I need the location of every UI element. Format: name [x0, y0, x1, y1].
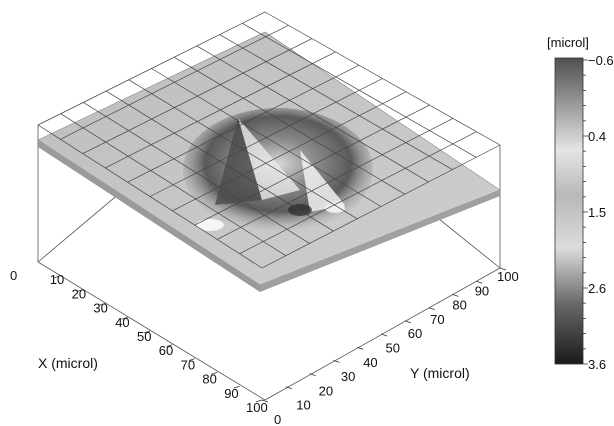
y-tick-mark — [499, 267, 507, 271]
y-axis-ticks: 0 10 20 30 40 50 60 70 80 90 100 — [261, 267, 519, 426]
x-tick-mark — [54, 275, 61, 279]
x-tick-label: 20 — [72, 286, 86, 301]
x-tick-mark — [121, 316, 128, 320]
y-tick-mark — [428, 307, 435, 310]
y-tick-mark — [452, 294, 459, 297]
mesh-grid — [37, 11, 501, 269]
x-axis-ticks: 10 20 30 40 50 60 70 80 90 100 — [50, 272, 268, 415]
y-tick-label: 50 — [386, 341, 400, 356]
y-axis-label: Y (microl) — [410, 365, 470, 381]
mesh-line-b — [261, 144, 501, 269]
surface — [37, 31, 501, 292]
mesh-line-b — [217, 118, 454, 240]
x-tick-label: 80 — [202, 372, 216, 387]
y-tick-label: 40 — [363, 355, 377, 370]
colorbar-ticks: −0.6 0.4 1.5 2.6 3.6 — [583, 53, 614, 372]
mesh-line-a — [219, 34, 453, 170]
mesh-line-a — [196, 45, 429, 183]
y-tick-mark — [380, 333, 388, 337]
x-tick-label: 60 — [159, 343, 173, 358]
colorbar-tick-label: −0.6 — [588, 53, 614, 68]
y-tick-mark — [285, 386, 292, 390]
y-tick-label: 10 — [296, 398, 310, 413]
mesh-line-b — [239, 131, 477, 255]
colorbar-tick-label: 0.4 — [588, 129, 606, 144]
x-tick-mark — [76, 289, 83, 292]
x-axis-label: X (microl) — [38, 355, 98, 371]
x-tick-mark — [255, 399, 263, 403]
x-tick-mark — [211, 372, 218, 375]
corner-zero-label: 0 — [10, 268, 17, 283]
x-tick-mark — [143, 330, 151, 334]
x-tick-label: 10 — [50, 272, 64, 287]
mesh-line-b — [149, 78, 383, 197]
y-tick-mark — [309, 373, 316, 376]
x-tick-label: 100 — [246, 400, 268, 415]
x-tick-label: 90 — [224, 386, 238, 401]
y-tick-label: 20 — [319, 383, 333, 398]
y-tick-label: 0 — [274, 412, 281, 426]
mesh-line-a — [174, 56, 405, 195]
x-tick-mark — [99, 303, 106, 306]
y-tick-mark — [404, 320, 411, 324]
colorbar-tick-label: 2.6 — [588, 281, 606, 296]
colorbar: [microl] −0.6 0.4 1.5 2.6 3.6 — [547, 35, 614, 372]
x-tick-mark — [188, 358, 195, 361]
x-tick-label: 70 — [181, 357, 195, 372]
colorbar-tick-label: 1.5 — [588, 205, 606, 220]
y-tick-label: 100 — [497, 269, 519, 284]
x-tick-mark — [233, 385, 240, 389]
mesh-line-b — [194, 104, 430, 226]
x-tick-mark — [166, 344, 173, 348]
colorbar-tick-label: 3.6 — [588, 357, 606, 372]
y-tick-label: 90 — [475, 283, 489, 298]
mesh-line-a — [242, 22, 477, 158]
x-tick-label: 30 — [93, 301, 107, 316]
y-tick-label: 80 — [452, 298, 466, 313]
y-tick-label: 60 — [408, 326, 422, 341]
y-tick-mark — [357, 346, 364, 350]
colorbar-gradient — [554, 57, 584, 365]
mesh-line-b — [172, 91, 407, 212]
y-tick-mark — [476, 280, 483, 284]
mesh-line-a — [264, 11, 501, 146]
y-tick-label: 30 — [341, 369, 355, 384]
y-tick-mark — [333, 360, 340, 363]
x-tick-label: 40 — [115, 315, 129, 330]
colorbar-unit-label: [microl] — [547, 35, 589, 50]
x-tick-label: 50 — [137, 329, 151, 344]
y-tick-mark — [261, 399, 269, 403]
y-tick-label: 70 — [430, 312, 444, 327]
